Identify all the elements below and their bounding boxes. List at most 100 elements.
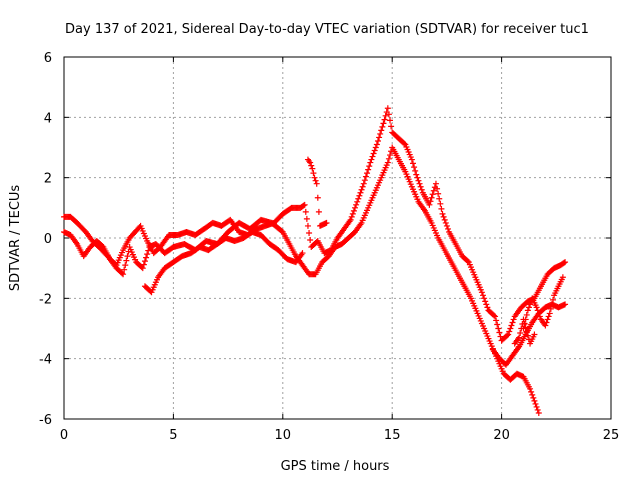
data-point	[382, 112, 389, 119]
data-point	[367, 159, 374, 166]
data-point	[430, 187, 437, 194]
data-point	[507, 325, 514, 332]
data-point	[528, 388, 535, 395]
data-point	[353, 201, 360, 208]
data-point	[122, 262, 129, 269]
data-point	[532, 400, 539, 407]
data-point	[508, 322, 515, 329]
data-point	[521, 320, 528, 327]
data-point	[121, 266, 128, 273]
data-point	[490, 312, 497, 319]
data-point	[352, 204, 359, 211]
data-point	[357, 189, 364, 196]
data-point	[384, 105, 391, 112]
data-point	[550, 296, 557, 303]
data-point	[365, 166, 372, 173]
data-point	[480, 292, 487, 299]
data-point	[516, 334, 523, 341]
data-point	[505, 331, 512, 338]
data-point	[312, 177, 319, 184]
data-point	[385, 111, 392, 118]
data-point	[381, 116, 388, 123]
y-tick-label: -4	[39, 353, 52, 368]
data-point	[308, 162, 315, 169]
data-point	[301, 201, 308, 208]
data-point	[548, 301, 555, 308]
data-point	[349, 210, 356, 217]
data-point	[120, 271, 127, 278]
y-tick-label: 4	[44, 111, 52, 126]
data-point	[495, 325, 502, 332]
data-point	[411, 164, 418, 171]
data-point	[535, 409, 542, 416]
data-point	[303, 215, 310, 222]
data-point	[401, 140, 408, 147]
data-point	[299, 250, 306, 257]
x-axis-label: GPS time / hours	[281, 459, 390, 474]
data-point	[387, 117, 394, 124]
data-point	[313, 180, 320, 187]
chart-title: Day 137 of 2021, Sidereal Day-to-day VTE…	[65, 22, 589, 37]
data-point	[504, 332, 511, 339]
y-tick-label: 6	[44, 51, 52, 66]
data-point	[527, 301, 534, 308]
data-point	[437, 200, 444, 207]
data-point	[517, 330, 524, 337]
data-point	[379, 123, 386, 130]
data-point	[355, 195, 362, 202]
data-point	[543, 319, 550, 326]
data-point	[384, 159, 391, 166]
data-point	[412, 167, 419, 174]
data-point	[524, 307, 531, 314]
data-point	[144, 251, 151, 258]
x-tick-label: 25	[603, 428, 620, 443]
data-point	[309, 165, 316, 172]
data-point	[369, 153, 376, 160]
data-point	[432, 180, 439, 187]
data-point	[481, 295, 488, 302]
data-point	[529, 391, 536, 398]
data-point	[522, 324, 529, 331]
data-point	[534, 406, 541, 413]
data-point	[373, 141, 380, 148]
data-point	[387, 152, 394, 159]
data-point	[562, 259, 569, 266]
data-point	[524, 332, 531, 339]
data-point	[139, 265, 146, 272]
data-point	[497, 333, 504, 340]
data-point	[315, 208, 322, 215]
data-point	[484, 304, 491, 311]
data-point	[562, 301, 569, 308]
data-point	[536, 313, 543, 320]
data-point	[510, 316, 517, 323]
data-point	[416, 180, 423, 187]
data-point	[535, 310, 542, 317]
data-point	[559, 274, 566, 281]
data-point	[413, 171, 420, 178]
data-point	[306, 229, 313, 236]
data-point	[99, 243, 106, 250]
data-point	[496, 329, 503, 336]
data-point	[443, 222, 450, 229]
data-point	[307, 159, 314, 166]
data-point	[314, 194, 321, 201]
data-point	[143, 254, 150, 261]
data-point	[438, 205, 445, 212]
data-point	[323, 219, 330, 226]
data-point	[141, 258, 148, 265]
data-point	[426, 201, 433, 208]
data-point	[494, 321, 501, 328]
x-tick-label: 10	[275, 428, 292, 443]
data-point	[356, 192, 363, 199]
data-point	[362, 173, 369, 180]
data-point	[429, 191, 436, 198]
data-point	[525, 304, 532, 311]
data-point	[350, 207, 357, 214]
data-point	[440, 213, 447, 220]
data-point	[444, 225, 451, 232]
data-point	[441, 216, 448, 223]
gridlines	[64, 57, 611, 419]
data-point	[368, 156, 375, 163]
data-point	[436, 195, 443, 202]
data-point	[380, 120, 387, 127]
